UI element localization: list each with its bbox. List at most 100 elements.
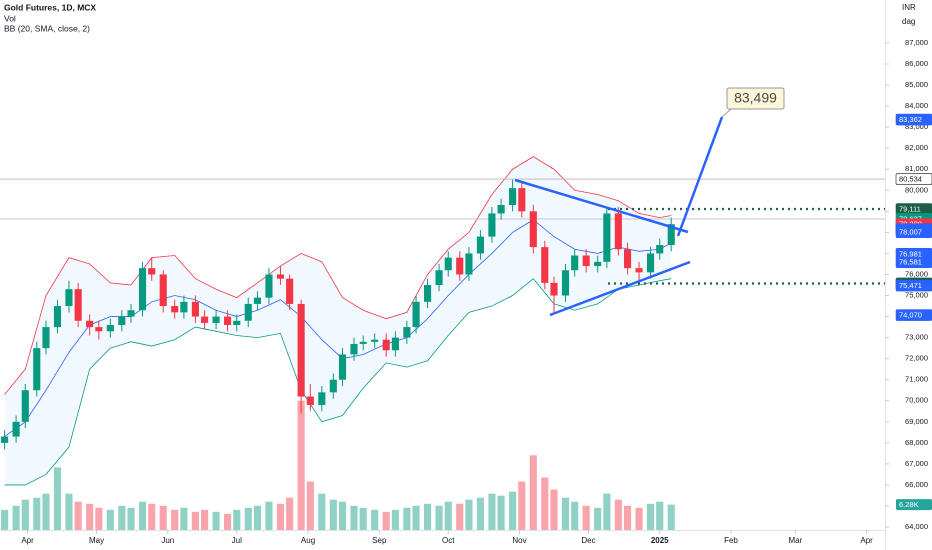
y-tick-label: 73,000 <box>905 333 928 342</box>
price-label-box <box>895 173 932 185</box>
candle-body <box>571 255 579 271</box>
y-tick-label: 66,000 <box>905 480 928 489</box>
candle-body <box>95 327 103 332</box>
candle-body <box>359 341 367 344</box>
volume-bar <box>212 511 220 530</box>
candle-body <box>265 274 273 298</box>
y-tick-label: 72,000 <box>905 354 928 363</box>
candle-body <box>33 348 41 391</box>
volume-bar <box>391 509 399 530</box>
candle-body <box>106 324 114 332</box>
candle-body <box>391 337 399 351</box>
projection-arrow <box>676 116 724 237</box>
volume-bar <box>444 501 452 530</box>
candle-body <box>529 211 537 248</box>
candle-body <box>509 188 517 206</box>
volume-bar <box>635 507 643 530</box>
volume-bar <box>276 503 285 530</box>
volume-bar <box>550 489 558 530</box>
volume-bar <box>53 467 62 530</box>
bb-fill <box>4 156 672 485</box>
candle-body <box>423 284 432 302</box>
volume-label: 6.28K <box>899 500 919 509</box>
volume-bar <box>1 509 9 530</box>
price-label-box <box>895 256 932 269</box>
axes-layer: 64,00065,00066,00067,00068,00069,00070,0… <box>21 38 932 545</box>
volume-bar <box>318 493 326 530</box>
price-label: 75,471 <box>899 281 922 290</box>
volume-bar <box>541 477 549 530</box>
volume-bar <box>412 505 420 530</box>
volume-bar <box>95 507 103 530</box>
volume-bar <box>138 501 147 530</box>
x-tick-label: 2025 <box>651 536 669 545</box>
y-tick-label: 71,000 <box>905 375 928 384</box>
price-lines-layer <box>0 178 885 285</box>
x-tick-label: Jul <box>232 536 242 545</box>
y-tick-label: 86,000 <box>905 59 928 68</box>
candle-body <box>412 301 420 328</box>
volume-bar <box>456 503 464 530</box>
volume-bar <box>435 505 443 530</box>
volume-bar <box>656 501 664 530</box>
y-tick-label: 68,000 <box>905 438 928 447</box>
volume-bar <box>159 505 167 530</box>
volume-bar <box>623 505 632 530</box>
candle-body <box>118 316 126 325</box>
volume-bar <box>529 455 537 530</box>
candle-body <box>594 261 602 267</box>
x-tick-label: May <box>89 536 104 545</box>
volume-bar <box>403 507 411 530</box>
candle-body <box>614 213 622 250</box>
candle-body <box>488 213 496 237</box>
candle-body <box>403 327 411 338</box>
y-tick-label: 76,000 <box>905 269 928 278</box>
y-tick-label: 69,000 <box>905 417 928 426</box>
price-label-box <box>895 309 932 321</box>
x-tick-label: Dec <box>581 536 595 545</box>
candle-body <box>65 289 73 307</box>
volume-bar <box>306 481 314 530</box>
candle-body <box>233 320 241 325</box>
candle-body <box>253 297 262 304</box>
volume-bar <box>509 491 517 530</box>
volume-bar <box>594 507 602 530</box>
candle-body <box>561 270 570 296</box>
currency: INR <box>902 3 916 12</box>
candle-body <box>350 343 358 355</box>
candle-body <box>444 257 452 271</box>
drawings: 83,499 <box>514 87 785 317</box>
volume-bar <box>106 509 114 530</box>
candle-body <box>329 379 337 393</box>
volume-bar <box>338 501 347 530</box>
candle-body <box>465 253 473 275</box>
volume-bar <box>253 505 262 530</box>
volume-bar <box>350 505 358 530</box>
candle-body <box>497 205 505 214</box>
y-tick-label: 81,000 <box>905 164 928 173</box>
y-tick-label: 83,000 <box>905 122 928 131</box>
y-tick-label: 67,000 <box>905 459 928 468</box>
price-label: 74,070 <box>899 311 922 320</box>
triangle-upper-line <box>514 178 689 234</box>
candle-body <box>53 306 62 328</box>
volume-bar <box>21 499 29 530</box>
x-tick-label: Oct <box>442 536 455 545</box>
candle-body <box>371 339 379 342</box>
candle-body <box>1 436 9 443</box>
candle-body <box>276 274 285 279</box>
volume-bar <box>171 509 179 530</box>
volume-title: Vol <box>4 13 16 23</box>
candle-body <box>224 316 232 325</box>
price-label: 83,362 <box>899 115 922 124</box>
indicator-title: BB (20, SMA, close, 2) <box>4 23 90 33</box>
volume-bar <box>571 501 579 530</box>
candle-body <box>667 224 675 246</box>
volume-bar <box>12 505 20 530</box>
y-tick-label: 80,000 <box>905 185 928 194</box>
volume-bar <box>518 481 526 530</box>
volume-bar <box>497 495 505 530</box>
price-label-box <box>895 226 932 239</box>
bb-upper <box>4 156 672 395</box>
